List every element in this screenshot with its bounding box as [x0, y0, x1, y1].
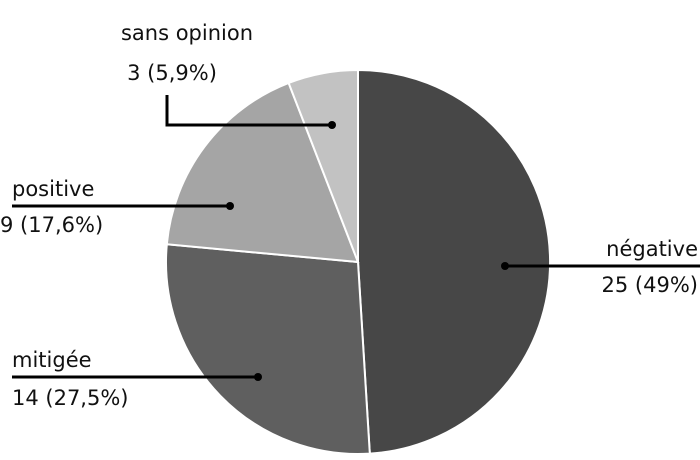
slice-label-mitigee: mitigée — [12, 348, 92, 372]
slice-value-mitigee: 14 (27,5%) — [12, 386, 129, 410]
pie-slice-positive — [165, 81, 360, 264]
pie-slice-mitigee — [165, 243, 371, 456]
leader-dot-mitigee — [254, 373, 262, 381]
slice-label-positive: positive — [12, 177, 94, 201]
leader-dot-positive — [226, 202, 234, 210]
leader-dot-sans-opinion — [328, 121, 336, 129]
pie-slice-sans-opinion — [287, 68, 359, 263]
pie-slices — [165, 68, 551, 456]
slice-label-negative: négative — [606, 237, 698, 261]
leader-line-sans-opinion — [165, 95, 332, 127]
leader-dot-negative — [501, 262, 509, 270]
slice-value-negative: 25 (49%) — [602, 273, 698, 297]
slice-value-sans-opinion: 3 (5,9%) — [127, 61, 217, 85]
pie-slice-negative — [357, 68, 551, 455]
slice-value-positive: 9 (17,6%) — [0, 213, 103, 237]
slice-label-sans-opinion: sans opinion — [121, 21, 253, 45]
